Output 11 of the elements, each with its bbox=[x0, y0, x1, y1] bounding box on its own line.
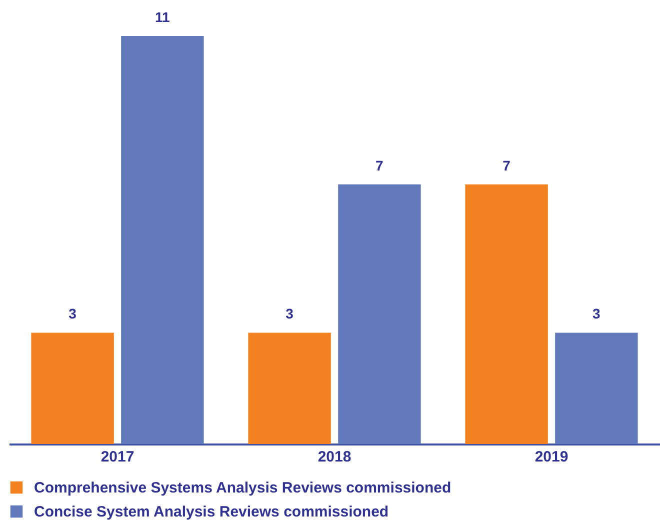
legend-label: Comprehensive Systems Analysis Reviews commissioned bbox=[34, 480, 452, 496]
data-label: 11 bbox=[155, 9, 170, 25]
data-label: 3 bbox=[592, 306, 601, 322]
x-tick-label: 2017 bbox=[100, 448, 134, 466]
data-label: 3 bbox=[286, 306, 294, 322]
data-label: 7 bbox=[376, 157, 384, 174]
x-tick-label: 2018 bbox=[318, 448, 352, 466]
data-label: 3 bbox=[68, 306, 77, 322]
x-tick-label: 2019 bbox=[534, 448, 568, 466]
legend-label: Concise System Analysis Reviews commissioned bbox=[34, 504, 389, 520]
data-label: 7 bbox=[502, 157, 511, 174]
